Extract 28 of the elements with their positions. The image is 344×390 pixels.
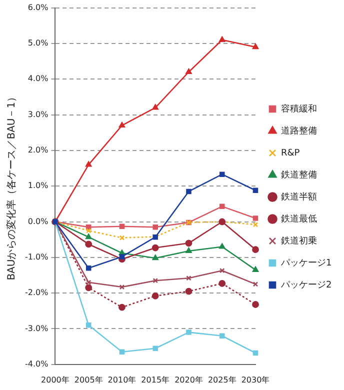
y-tick-label: 6.0%	[28, 2, 49, 12]
y-tick-label: -2.0%	[24, 288, 49, 298]
y-tick-label: 5.0%	[28, 38, 49, 48]
y-tick-label: 1.0%	[28, 181, 49, 190]
legend-label: 鉄道半額	[281, 191, 317, 202]
legend-label: R&P	[281, 148, 300, 158]
legend-label: 道路整備	[281, 125, 317, 136]
x-tick-label: 2020年	[174, 375, 203, 384]
legend-label: パッケージ2	[280, 280, 332, 290]
x-tick-label: 2030年	[241, 375, 270, 384]
y-tick-label: 4.0%	[28, 74, 49, 84]
legend-label: 鉄道整備	[281, 169, 317, 180]
y-tick-label: 3.0%	[28, 110, 49, 119]
y-tick-label: -1.0%	[24, 252, 49, 262]
y-tick-label: 2.0%	[28, 146, 49, 155]
y-tick-label: 0.0%	[28, 216, 49, 226]
legend-label: 鉄道最低	[281, 213, 317, 224]
legend-label: パッケージ1	[280, 258, 332, 268]
x-tick-label: 2010年	[108, 375, 136, 384]
x-tick-label: 2015年	[141, 375, 170, 384]
y-tick-label: -3.0%	[24, 324, 49, 333]
x-tick-label: 2005年	[74, 375, 103, 384]
y-tick-label: -4.0%	[24, 359, 49, 368]
y-axis-title: BAUからの変化率（各ケース／BAU－1）	[6, 92, 18, 280]
legend-label: 容積緩和	[281, 103, 317, 114]
x-tick-label: 2000年	[41, 375, 70, 384]
legend-label: 鉄道初乗	[281, 235, 317, 246]
x-tick-label: 2025年	[208, 375, 236, 384]
